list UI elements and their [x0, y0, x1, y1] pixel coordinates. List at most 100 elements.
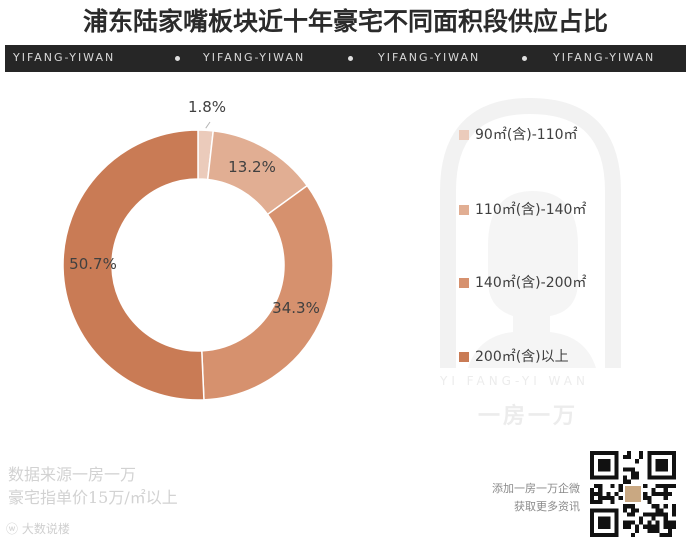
qr-module [635, 475, 640, 480]
qr-module [667, 532, 672, 537]
qr-module [610, 500, 615, 505]
qr-module [598, 496, 603, 501]
slice-label: 13.2% [228, 158, 276, 176]
qr-module [651, 524, 656, 529]
legend-swatch [459, 278, 469, 288]
qr-module [643, 491, 648, 497]
qr-module [594, 500, 599, 505]
contact-line: 添加一房一万企微 [492, 482, 580, 495]
qr-module [590, 487, 595, 492]
qr-module [598, 491, 603, 497]
weibo-watermark: ⓦ 大数说楼 [6, 520, 70, 537]
qr-module [663, 512, 668, 517]
qr-module [663, 504, 668, 509]
qr-module [626, 451, 631, 456]
qr-module [590, 500, 595, 505]
qr-module [663, 524, 668, 529]
qr-module [655, 524, 660, 529]
banner-dot [175, 56, 180, 61]
source-note: 数据来源一房一万 豪宅指单价15万/㎡以上 [8, 463, 178, 509]
qr-module [659, 508, 664, 513]
qr-module [671, 520, 676, 525]
banner-text: YIFANG-YIWAN [553, 51, 656, 64]
legend-label: 90㎡(含)-110㎡ [475, 127, 578, 143]
qr-module [647, 528, 652, 533]
leader-line [205, 121, 211, 129]
qr-module [626, 479, 631, 484]
qr-module [651, 528, 656, 533]
qr-module [606, 491, 611, 497]
qr-module [630, 508, 636, 513]
qr-module [624, 485, 642, 503]
slice-label: 50.7% [69, 255, 117, 273]
qr-module [622, 520, 627, 525]
qr-module [618, 483, 623, 488]
source-line: 豪宅指单价15万/㎡以上 [8, 488, 178, 507]
brand-banner: YIFANG-YIWAN YIFANG-YIWAN YIFANG-YIWAN Y… [5, 45, 686, 72]
watermark-latin: YI FANG-YI WAN [440, 374, 589, 388]
source-line: 数据来源一房一万 [8, 465, 137, 484]
qr-module [610, 496, 615, 501]
donut-slice [200, 184, 334, 401]
legend-label: 110㎡(含)-140㎡ [475, 202, 587, 218]
banner-text: YIFANG-YIWAN [203, 51, 306, 64]
qr-module [671, 504, 676, 509]
legend-swatch [459, 352, 469, 362]
qr-module [622, 467, 627, 472]
qr-module [671, 508, 676, 513]
qr-module [639, 516, 644, 521]
qr-module [590, 496, 595, 501]
qr-module [622, 508, 627, 513]
banner-dot [522, 56, 527, 61]
qr-module [671, 483, 676, 488]
qr-module [630, 467, 636, 472]
qr-module [618, 487, 623, 492]
qr-module [626, 524, 631, 529]
qr-module [667, 528, 672, 533]
qr-module [647, 500, 652, 505]
qr-module [630, 512, 636, 517]
qr-module [626, 504, 631, 509]
qr-module [610, 483, 615, 488]
qr-module [651, 516, 656, 521]
qr-module [635, 524, 640, 529]
qr-module [643, 483, 648, 488]
qr-module [598, 500, 603, 505]
qr-module [655, 491, 660, 497]
qr-module [590, 491, 595, 497]
qr-module [663, 491, 668, 497]
qr-module [667, 483, 672, 488]
qr-module [635, 471, 640, 476]
qr-module [663, 516, 668, 521]
qr-module [663, 520, 668, 525]
qr-module [667, 520, 672, 525]
qr-module [635, 459, 640, 464]
qr-module [614, 491, 619, 497]
qr-module [622, 455, 627, 460]
qr-module [659, 491, 664, 497]
qr-module [655, 508, 660, 513]
qr-module [635, 528, 640, 533]
qr-module [626, 520, 631, 525]
qr-module [655, 504, 660, 509]
qr-code-icon[interactable] [590, 451, 676, 537]
donut-slice [62, 129, 205, 401]
qr-module [671, 524, 676, 529]
qr-module [659, 512, 664, 517]
qr-module [651, 504, 656, 509]
qr-module [655, 528, 660, 533]
qr-module [630, 471, 636, 476]
qr-module [663, 487, 668, 492]
banner-text: YIFANG-YIWAN [378, 51, 481, 64]
qr-module [651, 512, 656, 517]
qr-module [643, 496, 648, 501]
qr-module [655, 459, 668, 472]
qr-module [618, 496, 623, 501]
qr-module [655, 512, 660, 517]
qr-module [622, 504, 627, 509]
contact-line: 获取更多资讯 [514, 500, 580, 513]
qr-module [647, 512, 652, 517]
qr-module [655, 520, 660, 525]
qr-module [626, 467, 631, 472]
